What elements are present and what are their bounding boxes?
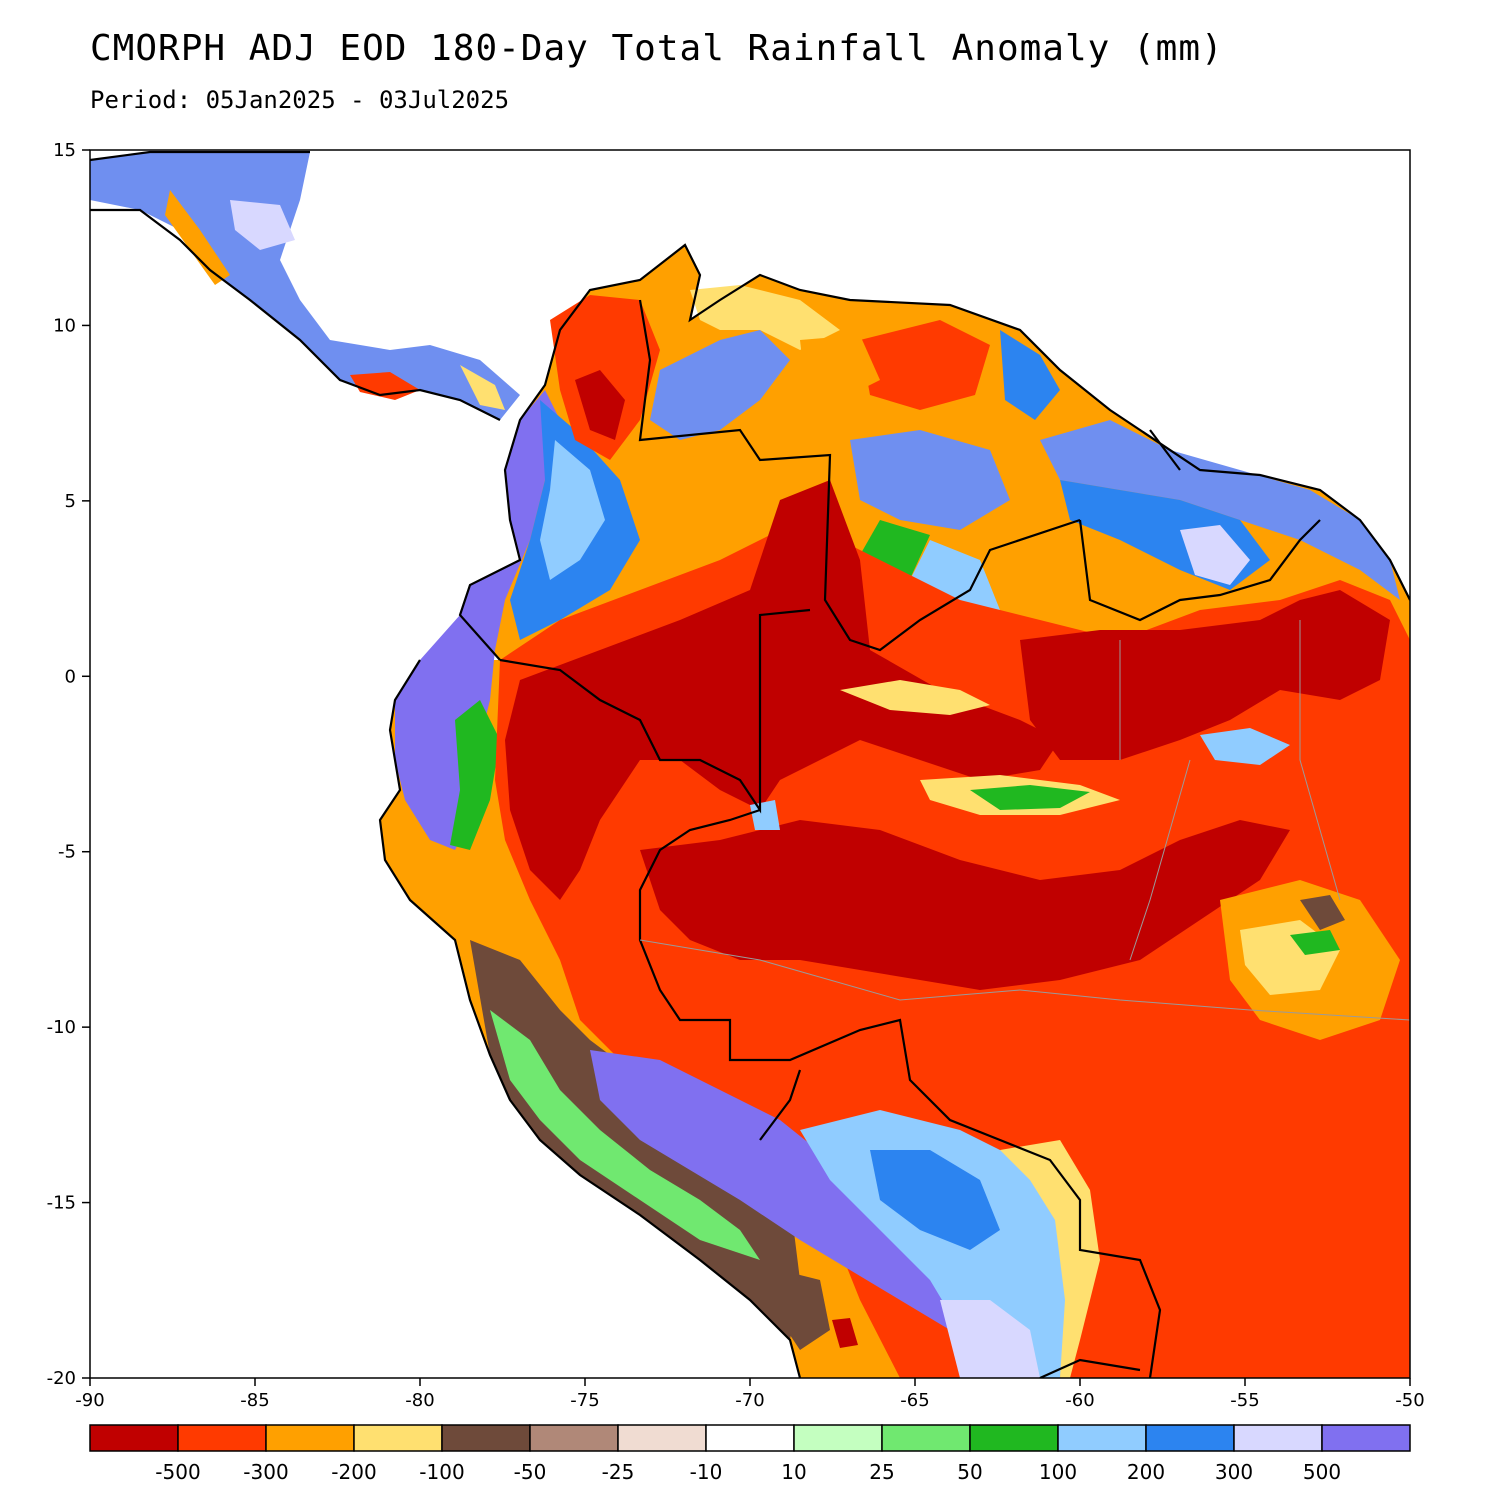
anomaly-region (780, 1270, 830, 1350)
anomaly-region (832, 1318, 858, 1348)
anomaly-region (640, 820, 1290, 990)
y-axis: 15 10 5 0 -5 -10 -15 -20 (47, 140, 90, 1389)
anomaly-region (940, 1300, 1040, 1378)
x-tick-label: -70 (735, 1390, 764, 1411)
anomaly-region (230, 200, 295, 250)
x-tick-label: -55 (1230, 1390, 1259, 1411)
anomaly-region (970, 785, 1090, 810)
x-axis: -90 -85 -80 -75 -70 -65 -60 -55 -50 (75, 1378, 1425, 1411)
y-tick-label: 10 (53, 315, 76, 336)
anomaly-region (870, 1150, 1000, 1250)
country-borders (90, 150, 1410, 1378)
x-tick-label: -90 (75, 1390, 104, 1411)
anomaly-region (1180, 525, 1250, 585)
anomaly-region (575, 370, 625, 440)
anomaly-region (540, 440, 605, 580)
anomaly-region (165, 190, 230, 285)
x-tick-label: -50 (1395, 1390, 1424, 1411)
x-tick-label: -80 (405, 1390, 434, 1411)
anomaly-region (750, 800, 780, 830)
anomaly-region (490, 1010, 760, 1260)
anomaly-region (1290, 930, 1340, 955)
anomaly-region (460, 365, 505, 410)
anomaly-region (1000, 1140, 1100, 1378)
anomaly-region (840, 680, 990, 715)
anomaly-region (1300, 895, 1345, 930)
x-tick-label: -60 (1065, 1390, 1094, 1411)
anomaly-region (590, 1050, 980, 1330)
anomaly-region (1000, 330, 1060, 420)
anomaly-region (505, 480, 1060, 900)
y-tick-label: 5 (65, 491, 76, 512)
anomaly-region (1200, 728, 1290, 765)
y-tick-label: -10 (47, 1017, 76, 1038)
state-boundaries (639, 620, 1410, 1021)
y-tick-label: 15 (53, 140, 76, 161)
central-america-land (90, 152, 520, 420)
anomaly-region (450, 700, 500, 850)
x-tick-label: -65 (900, 1390, 929, 1411)
anomaly-region (395, 390, 560, 850)
anomaly-region (1040, 420, 1400, 600)
y-tick-label: -20 (47, 1368, 76, 1389)
y-tick-label: 0 (65, 666, 76, 687)
anomaly-region (850, 430, 1010, 530)
anomaly-region (860, 320, 990, 410)
x-tick-label: -85 (240, 1390, 269, 1411)
map-title: CMORPH ADJ EOD 180-Day Total Rainfall An… (90, 28, 1224, 69)
anomaly-region (800, 335, 880, 400)
period-subtitle: Period: 05Jan2025 - 03Jul2025 (90, 86, 510, 114)
anomaly-region (690, 285, 840, 350)
y-tick-label: -5 (58, 842, 76, 863)
y-tick-label: -15 (47, 1193, 76, 1214)
x-tick-label: -75 (570, 1390, 599, 1411)
anomaly-region (650, 330, 790, 440)
anomaly-region (1020, 590, 1390, 760)
